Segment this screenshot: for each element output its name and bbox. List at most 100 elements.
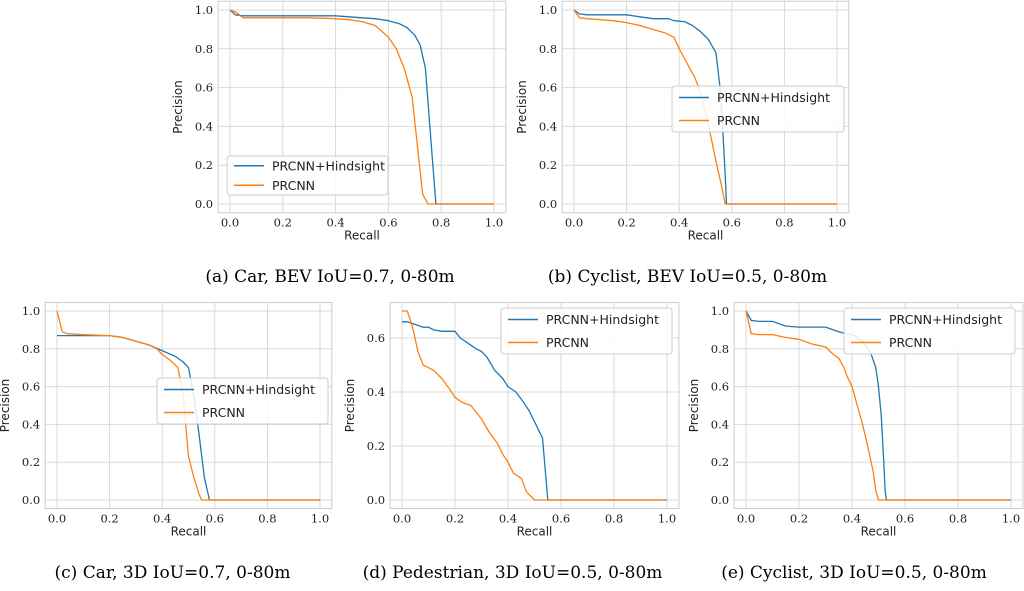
x-tick-label: 0.4	[670, 216, 688, 230]
x-tick-label: 0.0	[48, 512, 66, 526]
y-axis-label: Precision	[687, 379, 701, 433]
plot-frame	[389, 301, 680, 510]
chart-c: 0.0 0.2 0.4 0.6 0.8 1.0 0.0 0.2 0.4 0.6 0.8 1.0 Reca…	[0, 301, 333, 539]
x-tick-label: 0.4	[153, 512, 171, 526]
y-axis-label: Precision	[343, 379, 357, 433]
x-tick-label: 0.2	[617, 216, 635, 230]
x-tick-label: 0.0	[737, 512, 755, 526]
y-tick-label: 0.0	[22, 493, 40, 507]
y-tick-label: 0.4	[539, 119, 557, 133]
x-axis-label: Recall	[861, 525, 897, 539]
legend-box	[843, 307, 1016, 355]
y-axis-label: Precision	[171, 80, 185, 134]
caption-b: (b) Cyclist, BEV IoU=0.5, 0-80m	[547, 267, 828, 287]
x-tick-label: 0.8	[432, 216, 450, 230]
x-tick-label: 0.2	[100, 512, 118, 526]
y-tick-label: 0.2	[711, 455, 729, 469]
x-tick-label: 0.8	[605, 512, 623, 526]
chart-a: 0.0 0.2 0.4 0.6 0.8 1.0 0.0 0.2 0.4 0.6 0.8 1.0 Reca…	[171, 0, 507, 243]
legend-label: PRCNN	[202, 405, 245, 420]
series-line-prcnn	[745, 310, 1011, 501]
y-tick-label: 0.4	[195, 119, 213, 133]
x-tick-label: 0.0	[221, 216, 239, 230]
y-tick-label: 0.0	[711, 493, 729, 507]
legend-label: PRCNN+Hindsight	[202, 382, 315, 397]
x-tick-label: 1.0	[828, 216, 846, 230]
x-tick-label: 0.0	[565, 216, 583, 230]
y-tick-label: 1.0	[539, 3, 557, 17]
x-tick-label: 0.4	[499, 512, 517, 526]
y-axis-label: Precision	[0, 379, 12, 433]
plot-frame	[217, 0, 507, 214]
y-tick-label: 0.0	[367, 493, 385, 507]
legend-label: PRCNN	[717, 113, 760, 128]
y-tick-label: 0.4	[22, 417, 40, 431]
chart-e: 0.0 0.2 0.4 0.6 0.8 1.0 0.0 0.2 0.4 0.6 0.8 1.0 Reca…	[687, 301, 1024, 539]
y-tick-label: 0.2	[22, 455, 40, 469]
series-line-prcnn-hindsight	[229, 9, 494, 205]
y-tick-label: 0.6	[367, 331, 385, 345]
chart-panel-a: 0.0 0.2 0.4 0.6 0.8 1.0 0.0 0.2 0.4 0.6 0.8 1.0 Reca…	[0, 0, 512, 248]
y-tick-label: 0.8	[195, 42, 213, 56]
x-axis-label: Recall	[517, 525, 553, 539]
x-tick-label: 0.6	[379, 216, 397, 230]
x-tick-label: 0.4	[843, 512, 861, 526]
x-tick-label: 1.0	[485, 216, 503, 230]
x-axis-label: Recall	[688, 229, 724, 243]
y-axis-label: Precision	[515, 80, 529, 134]
series-line-prcnn	[402, 310, 667, 501]
legend-box	[226, 155, 389, 196]
legend-label: PRCNN+Hindsight	[889, 312, 1002, 327]
x-tick-label: 0.6	[896, 512, 914, 526]
legend-box	[500, 307, 673, 355]
legend-label: PRCNN+Hindsight	[272, 158, 385, 173]
x-tick-label: 0.6	[206, 512, 224, 526]
legend-label: PRCNN+Hindsight	[546, 312, 659, 327]
y-tick-label: 1.0	[22, 304, 40, 318]
y-tick-label: 1.0	[195, 3, 213, 17]
x-axis-label: Recall	[171, 525, 207, 539]
y-tick-label: 0.8	[22, 342, 40, 356]
y-tick-label: 0.0	[195, 197, 213, 211]
y-tick-label: 1.0	[711, 304, 729, 318]
chart-panel-d: 0.0 0.2 0.4 0.6 0.8 1.0 0.0 0.2 0.4 0.6 Recall Prec…	[340, 296, 680, 546]
x-tick-label: 1.0	[658, 512, 676, 526]
chart-panel-c: 0.0 0.2 0.4 0.6 0.8 1.0 0.0 0.2 0.4 0.6 0.8 1.0 Reca…	[0, 296, 340, 546]
series-line-prcnn	[573, 9, 837, 205]
y-tick-label: 0.6	[22, 380, 40, 394]
chart-panel-b: 0.0 0.2 0.4 0.6 0.8 1.0 0.0 0.2 0.4 0.6 0.8 1.0 Reca…	[512, 0, 1024, 248]
x-tick-label: 1.0	[1002, 512, 1020, 526]
y-tick-label: 0.6	[539, 81, 557, 95]
y-tick-label: 0.6	[195, 81, 213, 95]
caption-e: (e) Cyclist, 3D IoU=0.5, 0-80m	[721, 563, 987, 583]
x-tick-label: 0.6	[552, 512, 570, 526]
caption-d: (d) Pedestrian, 3D IoU=0.5, 0-80m	[362, 563, 663, 583]
legend-label: PRCNN	[889, 335, 932, 350]
y-tick-label: 0.2	[539, 158, 557, 172]
x-tick-label: 0.2	[446, 512, 464, 526]
x-tick-label: 0.2	[790, 512, 808, 526]
series-line-prcnn-hindsight	[402, 321, 667, 501]
legend-label: PRCNN+Hindsight	[717, 90, 830, 105]
x-tick-label: 1.0	[311, 512, 329, 526]
series-line-prcnn	[229, 9, 494, 205]
y-tick-label: 0.0	[539, 197, 557, 211]
x-tick-label: 0.8	[775, 216, 793, 230]
x-tick-label: 0.8	[949, 512, 967, 526]
x-tick-label: 0.0	[393, 512, 411, 526]
series-line-prcnn	[56, 310, 320, 501]
y-tick-label: 0.2	[367, 439, 385, 453]
legend-label: PRCNN	[546, 335, 589, 350]
legend-label: PRCNN	[272, 178, 315, 193]
y-tick-label: 0.6	[711, 380, 729, 394]
y-tick-label: 0.2	[195, 158, 213, 172]
x-tick-label: 0.8	[258, 512, 276, 526]
y-tick-label: 0.8	[539, 42, 557, 56]
legend-box	[671, 85, 845, 133]
chart-d: 0.0 0.2 0.4 0.6 0.8 1.00.00.20.40.6RecallPrec…	[343, 301, 680, 539]
y-tick-label: 0.4	[367, 385, 385, 399]
x-tick-label: 0.6	[723, 216, 741, 230]
caption-c: (c) Car, 3D IoU=0.7, 0-80m	[54, 563, 291, 583]
legend-box	[156, 377, 329, 425]
x-axis-label: Recall	[344, 229, 380, 243]
